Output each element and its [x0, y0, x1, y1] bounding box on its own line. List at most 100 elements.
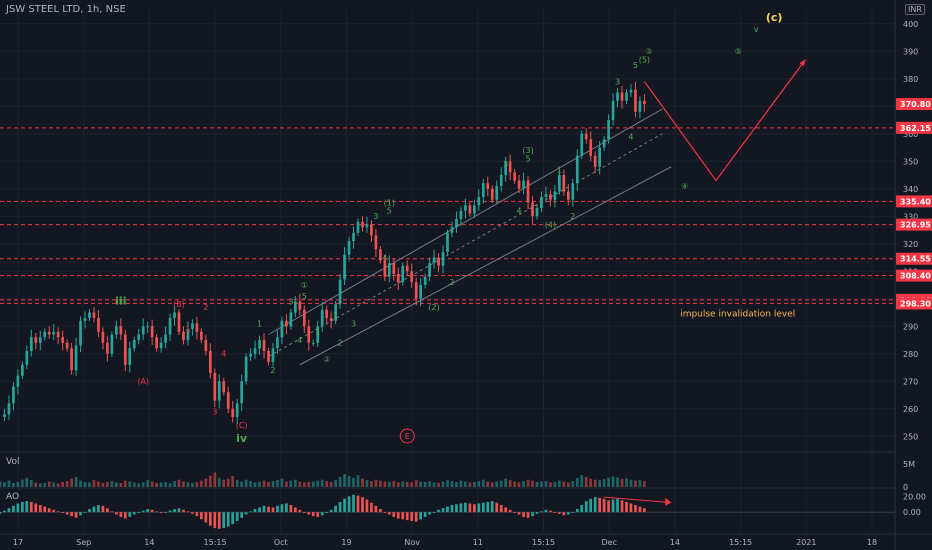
volume-bar: [513, 481, 516, 487]
ao-bar: [267, 506, 270, 513]
ao-bar: [110, 511, 114, 513]
candle-body: [593, 155, 597, 167]
volume-bar: [289, 480, 293, 487]
candle-body: [607, 120, 610, 140]
currency-badge[interactable]: INR: [905, 4, 925, 15]
volume-bar: [110, 481, 114, 487]
volume-bar: [504, 478, 508, 487]
candle-body: [423, 276, 427, 285]
ao-tick-label: 20.00: [903, 492, 926, 501]
volume-bar: [231, 476, 235, 487]
ao-bar: [401, 512, 405, 520]
ao-bar: [222, 512, 226, 529]
ao-bar: [625, 501, 628, 513]
candle-body: [213, 373, 217, 401]
volume-bar: [302, 482, 306, 487]
volume-bar: [379, 480, 382, 487]
volume-bar: [92, 480, 96, 487]
candle-body: [544, 194, 548, 197]
ao-bar: [231, 512, 235, 525]
candle-body: [132, 340, 136, 349]
ao-bar: [262, 505, 266, 513]
candle-body: [513, 172, 516, 181]
wave-label: 4: [628, 132, 633, 141]
price-tag: [896, 98, 932, 111]
volume-bar: [401, 481, 405, 487]
volume-bar: [495, 481, 499, 487]
ao-bar: [566, 512, 570, 515]
candle-body: [294, 301, 297, 313]
ao-bar: [352, 494, 355, 513]
ao-bar: [123, 512, 127, 519]
volume-bar: [338, 476, 342, 487]
ao-bars: [0, 494, 646, 529]
wave-label: 1: [185, 325, 190, 334]
wave-label: ⑤: [735, 47, 742, 56]
wave-label: ④: [681, 182, 688, 191]
ao-bar: [200, 512, 203, 520]
candle-body: [195, 323, 199, 332]
candle-body: [97, 318, 100, 332]
volume-bar: [625, 478, 628, 487]
candle-body: [208, 351, 212, 373]
ao-bar: [544, 509, 548, 513]
time-tick-label: Dec: [601, 538, 616, 547]
candle-body: [106, 342, 109, 354]
candle-body: [446, 232, 449, 252]
candle-body: [490, 188, 494, 200]
ao-bar: [61, 512, 64, 513]
candle-body: [629, 89, 633, 93]
ao-bar: [285, 503, 288, 513]
volume-bar: [119, 482, 123, 487]
wave-label: (c): [766, 11, 783, 24]
volume-bar: [88, 482, 91, 487]
volume-bar: [298, 481, 302, 487]
ao-bar: [329, 509, 333, 513]
volume-bar: [477, 481, 481, 487]
ao-bar: [70, 512, 73, 517]
volume-bar: [553, 481, 557, 487]
volume-bar: [208, 475, 212, 487]
wave-label: 3: [615, 77, 620, 86]
volume-bar: [468, 482, 472, 487]
candle-body: [258, 340, 261, 349]
volume-bar: [607, 477, 610, 487]
price-tag: [896, 252, 932, 265]
candle-body: [379, 249, 382, 261]
wave-label: 3: [351, 319, 356, 328]
wave-label: 3: [373, 212, 378, 221]
ao-bar: [213, 512, 217, 529]
volume-bar: [141, 482, 145, 487]
wave-label: 1: [557, 165, 562, 174]
ao-bar: [347, 496, 351, 513]
volume-bar: [347, 476, 351, 487]
ao-bar: [132, 512, 136, 515]
wave-label: (A): [137, 377, 149, 386]
candle-body: [392, 263, 396, 274]
volume-bar: [226, 478, 230, 487]
ao-bar: [338, 501, 342, 513]
candle-body: [473, 205, 476, 214]
ao-bar: [12, 505, 15, 513]
ao-bar: [396, 512, 400, 519]
candle-body: [298, 301, 302, 310]
ao-bar: [101, 505, 105, 513]
ao-bar: [343, 498, 346, 513]
candle-body: [343, 254, 346, 280]
event-marker-icon: [399, 428, 415, 444]
ao-bar: [602, 498, 606, 513]
volume-bar: [531, 480, 534, 487]
volume-bar: [374, 479, 378, 487]
ao-bar: [79, 512, 82, 516]
ao-bar: [235, 512, 239, 521]
volume-bar: [79, 480, 82, 487]
volume-bar: [168, 483, 172, 487]
candle-body: [137, 334, 141, 340]
candle-body: [535, 208, 539, 217]
candle-body: [88, 312, 91, 318]
ao-bar: [473, 504, 476, 513]
volume-bar: [128, 481, 132, 487]
ao-bar: [499, 505, 503, 513]
